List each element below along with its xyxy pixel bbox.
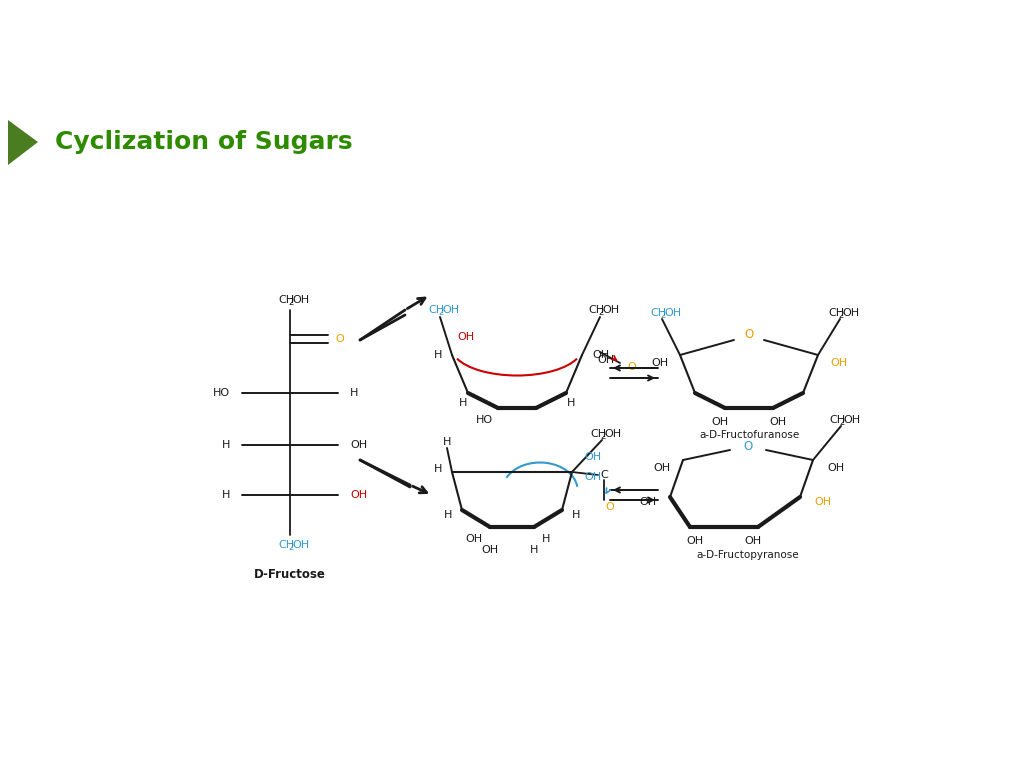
Text: OH: OH <box>584 452 601 462</box>
Text: OH: OH <box>457 332 474 342</box>
Text: OH: OH <box>602 305 620 315</box>
Text: O: O <box>628 362 636 372</box>
Text: H: H <box>221 490 230 500</box>
Text: OH: OH <box>842 308 859 318</box>
Text: 2: 2 <box>438 308 443 317</box>
Text: OH: OH <box>350 440 368 450</box>
Text: OH: OH <box>604 429 622 439</box>
Text: OH: OH <box>597 355 614 365</box>
Polygon shape <box>8 120 38 165</box>
Text: H: H <box>442 437 452 447</box>
Text: OH: OH <box>843 415 860 425</box>
Text: CH: CH <box>588 305 604 315</box>
Text: 2: 2 <box>289 543 294 552</box>
Text: H: H <box>529 545 539 555</box>
Text: OH: OH <box>442 305 460 315</box>
Text: 2: 2 <box>599 308 604 317</box>
Text: OH: OH <box>292 295 309 305</box>
Text: D-Fructose: D-Fructose <box>254 568 326 581</box>
Text: OH: OH <box>651 358 668 368</box>
Text: C: C <box>600 470 608 480</box>
Text: H: H <box>221 440 230 450</box>
Text: HO: HO <box>476 415 493 425</box>
Text: Cyclization of Sugars: Cyclization of Sugars <box>55 130 352 154</box>
Text: H: H <box>443 510 452 520</box>
Text: CH: CH <box>279 295 294 305</box>
Text: 2: 2 <box>289 298 294 307</box>
Text: O: O <box>743 439 753 452</box>
Text: OH: OH <box>686 536 703 546</box>
Text: H: H <box>567 398 575 408</box>
Text: H: H <box>350 388 358 398</box>
Text: CH: CH <box>279 540 294 550</box>
Text: O: O <box>605 502 614 512</box>
Text: OH: OH <box>744 536 762 546</box>
Text: OH: OH <box>350 490 368 500</box>
Text: OH: OH <box>665 308 681 318</box>
Text: OH: OH <box>465 534 482 544</box>
Text: OH: OH <box>481 545 499 555</box>
Text: OH: OH <box>584 472 601 482</box>
Text: CH: CH <box>428 305 444 315</box>
Text: H: H <box>433 350 442 360</box>
Text: OH: OH <box>292 540 309 550</box>
Text: OH: OH <box>830 358 847 368</box>
Text: 2: 2 <box>601 432 606 441</box>
Text: a-D-Fructopyranose: a-D-Fructopyranose <box>696 550 800 560</box>
Text: CH: CH <box>829 415 846 425</box>
Text: HO: HO <box>213 388 230 398</box>
Text: H: H <box>459 398 467 408</box>
Text: OH: OH <box>639 497 656 507</box>
Text: OH: OH <box>827 463 844 473</box>
Text: CH: CH <box>828 308 845 318</box>
Text: H: H <box>433 464 442 474</box>
Text: OH: OH <box>592 350 609 360</box>
Text: 2: 2 <box>839 311 844 320</box>
Text: OH: OH <box>769 417 786 427</box>
Text: OH: OH <box>654 463 671 473</box>
Text: 2: 2 <box>840 418 845 427</box>
Text: H: H <box>542 534 550 544</box>
Text: 2: 2 <box>660 311 666 320</box>
Text: CH: CH <box>590 429 606 439</box>
Text: OH: OH <box>712 417 728 427</box>
Text: a-D-Fructofuranose: a-D-Fructofuranose <box>698 430 799 440</box>
Text: CH: CH <box>650 308 667 318</box>
Text: OH: OH <box>814 497 831 507</box>
Text: O: O <box>336 334 344 344</box>
Text: H: H <box>572 510 581 520</box>
Text: O: O <box>744 329 754 342</box>
